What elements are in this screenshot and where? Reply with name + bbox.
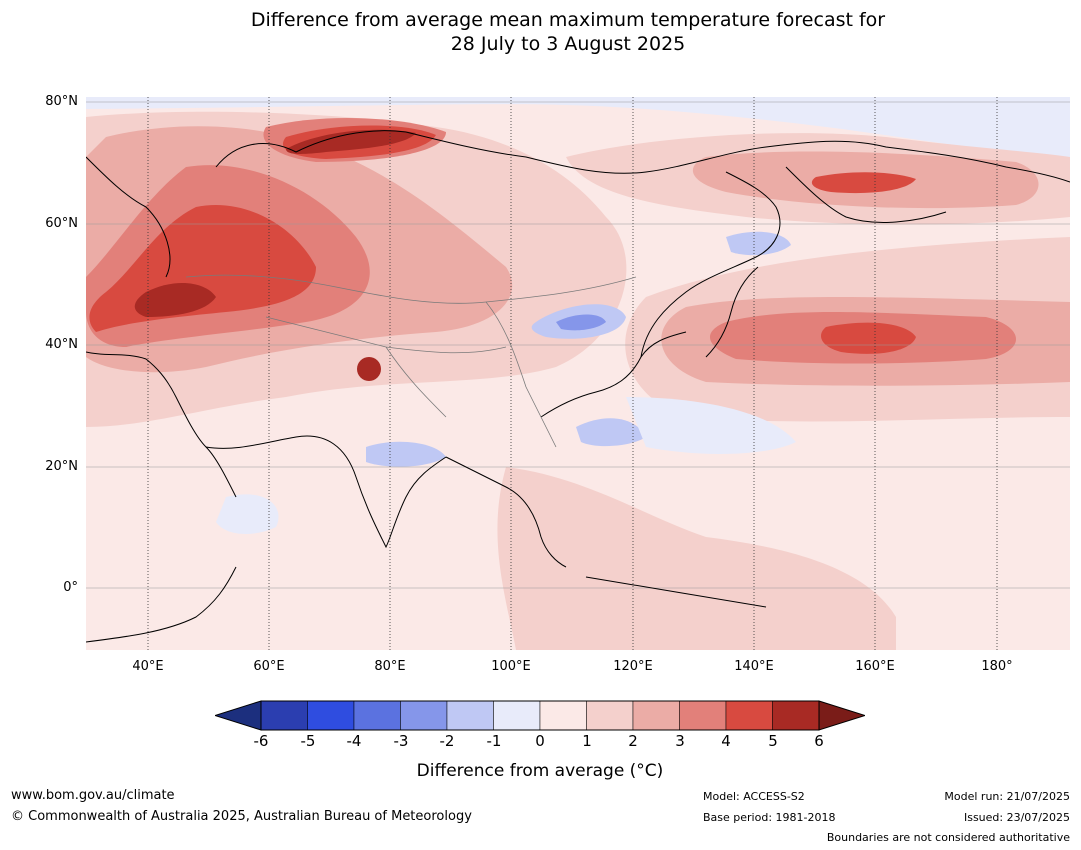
- cool-amur: [726, 231, 791, 256]
- lon-label-40e: 40°E: [132, 659, 164, 674]
- cb-tick: 4: [721, 732, 731, 750]
- colorbar-swatch: [586, 700, 634, 731]
- cb-tick: 2: [628, 732, 638, 750]
- colorbar-swatch: [260, 700, 308, 731]
- lat-label-0: 0°: [63, 580, 78, 595]
- warm-5-6-tibet: [357, 357, 381, 381]
- warm-4-5-siberia: [811, 172, 916, 194]
- map-svg: [86, 97, 1070, 650]
- colorbar-swatch: [632, 700, 680, 731]
- colorbar-swatch: [772, 700, 820, 731]
- colorbar-swatch: [539, 700, 587, 731]
- cb-tick: 5: [768, 732, 778, 750]
- cb-tick: -2: [439, 732, 455, 750]
- warm-4-5-pacific: [821, 322, 916, 354]
- copyright-text: © Commonwealth of Australia 2025, Austra…: [11, 809, 472, 824]
- cool-arabian-sea: [216, 494, 279, 534]
- title-line-2: 28 July to 3 August 2025: [450, 33, 686, 55]
- model-run-date: Model run: 21/07/2025: [944, 790, 1070, 803]
- lat-label-60n: 60°N: [45, 216, 78, 231]
- latitude-gridlines: [86, 101, 1070, 589]
- map-title: Difference from average mean maximum tem…: [0, 8, 1081, 56]
- colorbar-swatch: [679, 700, 727, 731]
- model-name: Model: ACCESS-S2: [703, 790, 805, 803]
- colorbar-swatch: [307, 700, 355, 731]
- lon-label-120e: 120°E: [613, 659, 653, 674]
- lon-label-80e: 80°E: [374, 659, 406, 674]
- colorbar-swatch: [493, 700, 541, 731]
- cb-tick: 0: [535, 732, 545, 750]
- cb-tick: -6: [253, 732, 269, 750]
- colorbar-label: Difference from average (°C): [416, 761, 664, 781]
- arctic-cool-region: [86, 97, 1070, 157]
- colorbar-arrow-low: [215, 700, 262, 731]
- base-period: Base period: 1981-2018: [703, 811, 836, 824]
- anomaly-map: [86, 97, 1070, 650]
- colorbar-swatch: [400, 700, 448, 731]
- cb-tick: -4: [346, 732, 362, 750]
- cb-tick: 3: [675, 732, 685, 750]
- lat-label-40n: 40°N: [45, 337, 78, 352]
- colorbar-swatch: [446, 700, 494, 731]
- colorbar: [215, 700, 865, 731]
- country-borders: [185, 274, 637, 448]
- lat-label-20n: 20°N: [45, 459, 78, 474]
- longitude-gridlines: [147, 97, 998, 650]
- lat-label-80n: 80°N: [45, 94, 78, 109]
- cb-tick: -5: [300, 732, 316, 750]
- colorbar-swatch: [353, 700, 401, 731]
- lon-label-180: 180°: [981, 659, 1013, 674]
- cool-india: [366, 441, 446, 467]
- colorbar-arrow-high: [818, 700, 865, 731]
- colorbar-swatches: [215, 700, 865, 731]
- cool-mongolia-core: [556, 314, 606, 331]
- cool-west-pacific: [626, 397, 796, 454]
- lon-label-100e: 100°E: [491, 659, 531, 674]
- website-link[interactable]: www.bom.gov.au/climate: [11, 788, 175, 803]
- warm-1-2-maritime: [497, 467, 896, 650]
- colorbar-swatch: [725, 700, 773, 731]
- cb-tick: 6: [814, 732, 824, 750]
- coastlines: [86, 130, 1070, 643]
- warm-5-6-caspian: [134, 282, 216, 317]
- lon-label-60e: 60°E: [253, 659, 285, 674]
- issued-date: Issued: 23/07/2025: [963, 811, 1070, 824]
- cb-tick: 1: [582, 732, 592, 750]
- lon-label-140e: 140°E: [734, 659, 774, 674]
- boundaries-disclaimer: Boundaries are not considered authoritat…: [826, 831, 1070, 844]
- lon-label-160e: 160°E: [855, 659, 895, 674]
- cb-tick: -3: [393, 732, 409, 750]
- cb-tick: -1: [486, 732, 502, 750]
- title-line-1: Difference from average mean maximum tem…: [250, 9, 886, 31]
- cool-south-china: [576, 418, 646, 447]
- warm-5-6-kara: [286, 129, 416, 154]
